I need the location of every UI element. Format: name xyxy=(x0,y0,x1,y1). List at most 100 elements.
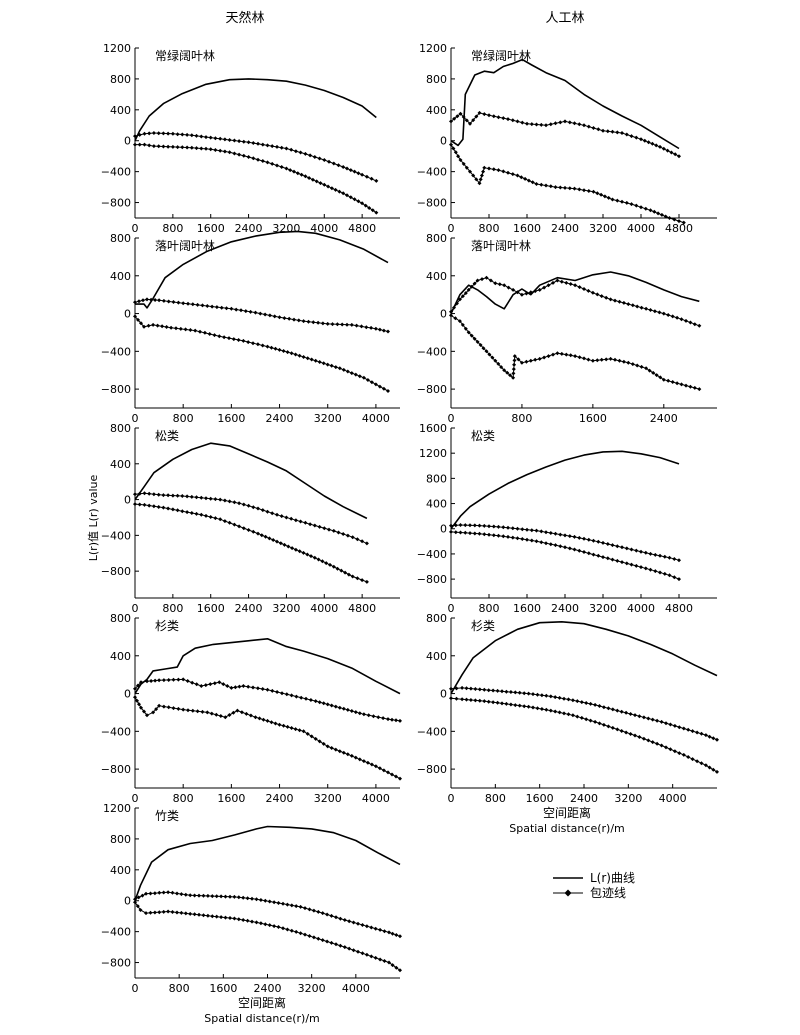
envelope-marker xyxy=(147,143,152,148)
envelope-marker xyxy=(313,736,318,741)
envelope-marker xyxy=(161,493,166,498)
envelope-marker xyxy=(222,335,227,340)
envelope-marker xyxy=(342,945,347,950)
envelope-marker xyxy=(474,177,479,182)
envelope-marker xyxy=(273,346,278,351)
y-tick-label: −800 xyxy=(101,197,131,210)
envelope-marker xyxy=(258,921,263,926)
envelope-marker xyxy=(491,167,496,172)
envelope-marker xyxy=(208,147,213,152)
envelope-marker xyxy=(692,385,697,390)
envelope-marker xyxy=(646,738,651,743)
envelope-marker xyxy=(460,294,465,299)
envelope-marker xyxy=(667,555,672,560)
envelope-marker xyxy=(233,685,238,690)
envelope-marker xyxy=(482,523,487,528)
envelope-marker xyxy=(180,132,185,137)
envelope-marker xyxy=(361,712,366,717)
envelope-marker xyxy=(360,951,365,956)
envelope-marker xyxy=(648,208,653,213)
envelope-marker xyxy=(133,686,137,691)
envelope-marker xyxy=(151,492,156,497)
envelope-marker xyxy=(170,507,175,512)
x-tick-label: 2400 xyxy=(266,792,294,805)
envelope-marker xyxy=(284,692,289,697)
envelope-marker xyxy=(624,710,629,715)
envelope-marker xyxy=(591,189,596,194)
envelope-marker xyxy=(294,904,299,909)
envelope-marker xyxy=(668,722,673,727)
envelope-marker xyxy=(621,359,626,364)
envelope-marker xyxy=(223,915,228,920)
envelope-marker xyxy=(251,529,256,534)
envelope-marker xyxy=(348,168,353,173)
envelope-marker xyxy=(161,298,166,303)
envelope-marker xyxy=(553,121,558,126)
envelope-marker xyxy=(458,530,463,535)
envelope-marker xyxy=(179,910,184,915)
x-tick-label: 1600 xyxy=(217,792,245,805)
envelope-marker xyxy=(303,932,307,937)
envelope-marker xyxy=(287,316,292,321)
x-tick-label: 3200 xyxy=(589,602,617,615)
envelope-marker xyxy=(333,365,338,370)
envelope-marker xyxy=(333,704,338,709)
envelope-marker xyxy=(491,700,496,705)
envelope-marker xyxy=(357,711,362,716)
y-tick-label: 1200 xyxy=(103,42,131,55)
envelope-marker xyxy=(258,311,263,316)
envelope-marker xyxy=(686,755,691,759)
envelope-marker xyxy=(548,694,553,699)
envelope-marker xyxy=(275,163,279,168)
x-tick-label: 4000 xyxy=(310,222,338,235)
x-tick-label: 1600 xyxy=(579,412,607,425)
envelope-marker xyxy=(282,542,287,547)
envelope-marker xyxy=(181,707,186,712)
envelope-marker xyxy=(373,382,378,387)
envelope-marker xyxy=(133,695,137,700)
envelope-marker xyxy=(582,287,586,291)
envelope-marker xyxy=(241,684,246,688)
envelope-marker xyxy=(624,561,629,566)
envelope-marker xyxy=(265,509,270,514)
envelope-marker xyxy=(345,322,349,327)
x-tick-label: 800 xyxy=(162,222,183,235)
envelope-marker xyxy=(272,900,277,905)
envelope-marker xyxy=(148,910,153,915)
envelope-marker xyxy=(629,202,634,207)
envelope-marker xyxy=(336,163,341,168)
envelope-marker xyxy=(340,322,345,327)
envelope-marker xyxy=(212,681,217,686)
envelope-marker xyxy=(292,317,296,322)
envelope-line-lower xyxy=(450,144,684,224)
envelope-marker xyxy=(529,122,534,127)
y-tick-label: −800 xyxy=(101,957,131,970)
envelope-marker xyxy=(487,113,491,118)
envelope-marker xyxy=(364,924,369,929)
x-tick-label: 0 xyxy=(132,412,139,425)
envelope-marker xyxy=(681,726,686,731)
envelope-marker xyxy=(449,686,453,691)
x-tick-label: 2400 xyxy=(551,222,579,235)
envelope-marker xyxy=(265,160,270,165)
envelope-marker xyxy=(346,572,351,577)
envelope-marker xyxy=(656,211,661,216)
envelope-marker xyxy=(381,768,386,773)
envelope-marker xyxy=(563,119,567,124)
envelope-marker xyxy=(263,312,268,317)
x-tick-label: 4000 xyxy=(362,412,390,425)
envelope-marker xyxy=(364,541,369,546)
envelope-marker xyxy=(256,157,260,162)
envelope-marker xyxy=(151,322,156,327)
envelope-marker xyxy=(193,328,198,333)
envelope-marker xyxy=(272,314,277,319)
envelope-marker xyxy=(584,717,589,722)
envelope-marker xyxy=(639,364,644,369)
envelope-line-lower xyxy=(450,697,718,773)
envelope-marker xyxy=(137,299,141,304)
envelope-marker xyxy=(662,571,667,576)
envelope-marker xyxy=(374,178,379,183)
envelope-marker xyxy=(715,769,719,774)
envelope-marker xyxy=(488,278,493,283)
envelope-marker xyxy=(531,705,535,710)
